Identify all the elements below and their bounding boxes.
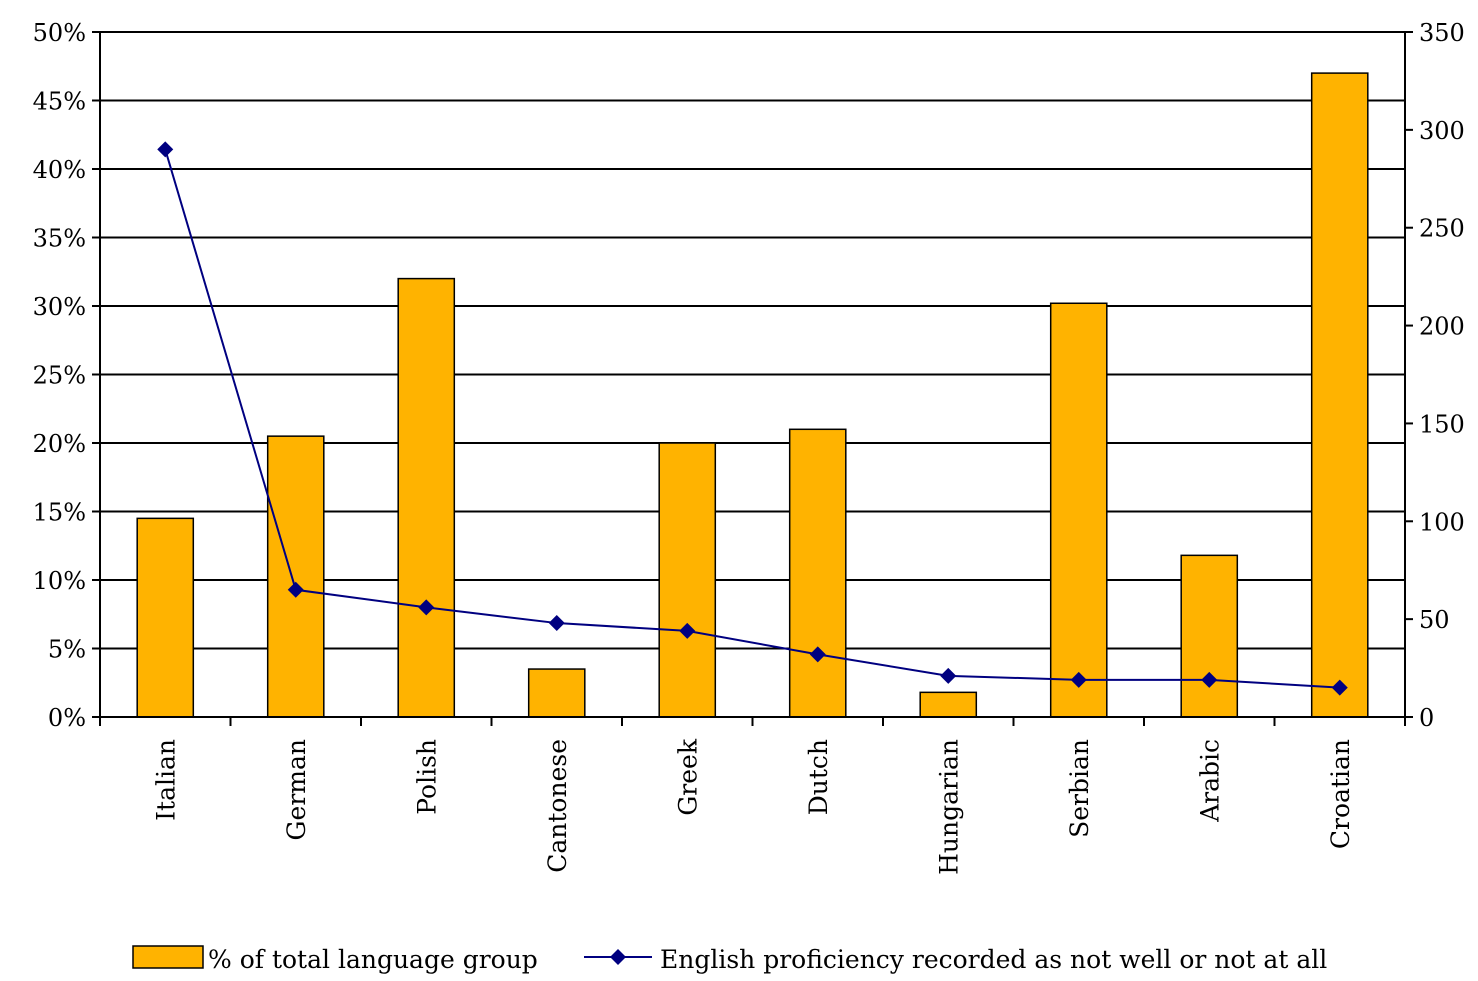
left-tick-label: 5% <box>48 636 86 664</box>
category-label-hungarian: Hungarian <box>934 739 963 875</box>
right-tick-label: 150 <box>1419 410 1465 438</box>
legend-line-label: English proficiency recorded as not well… <box>660 945 1327 974</box>
left-tick-label: 30% <box>33 293 86 321</box>
left-tick-label: 20% <box>33 430 86 458</box>
left-tick-label: 25% <box>33 362 86 390</box>
line-marker-arabic <box>1201 671 1218 688</box>
line-marker-serbian <box>1070 671 1087 688</box>
line-marker-greek <box>679 622 696 639</box>
line-marker-dutch <box>809 646 826 663</box>
axis-labels: 0% 5% 10% 15% 20% 25% 30% 35% 40% 45% 50% 0 50 100 150… <box>33 19 1465 875</box>
right-tick-label: 0 <box>1419 704 1434 732</box>
right-tick-label: 200 <box>1419 313 1465 341</box>
bar-serbian <box>1049 302 1108 718</box>
right-tick-label: 100 <box>1419 508 1465 536</box>
legend: % of total language group English profici… <box>132 945 1327 974</box>
bar-polish <box>397 277 456 718</box>
left-tick-label: 45% <box>33 88 86 116</box>
right-tick-label: 250 <box>1419 215 1465 243</box>
bar-arabic <box>1180 554 1239 718</box>
line-marker-polish <box>418 599 435 616</box>
bar-dutch <box>788 428 847 718</box>
category-label-dutch: Dutch <box>804 739 833 815</box>
category-label-croatian: Croatian <box>1326 739 1355 849</box>
legend-bar-swatch <box>132 945 204 969</box>
left-tick-label: 35% <box>33 225 86 253</box>
left-tick-label: 50% <box>33 19 86 47</box>
line-marker-german <box>287 581 304 598</box>
bar-series <box>136 72 1369 718</box>
bar-italian <box>136 517 195 718</box>
line-marker-croatian <box>1331 679 1348 696</box>
category-label-serbian: Serbian <box>1065 739 1094 838</box>
left-tick-label: 40% <box>33 156 86 184</box>
category-label-polish: Polish <box>412 739 441 815</box>
line-marker-cantonese <box>548 615 565 632</box>
axes <box>92 31 1413 726</box>
proficiency-line <box>164 149 1340 689</box>
left-tick-label: 10% <box>33 567 86 595</box>
category-label-greek: Greek <box>673 738 702 816</box>
category-label-cantonese: Cantonese <box>543 739 572 873</box>
line-series <box>157 141 1348 696</box>
category-label-italian: Italian <box>151 739 180 821</box>
bar-croatian <box>1310 72 1369 718</box>
legend-bar-label: % of total language group <box>208 945 538 974</box>
legend-diamond-icon <box>610 949 626 965</box>
bar-greek <box>658 442 717 718</box>
right-tick-label: 50 <box>1419 606 1450 634</box>
category-label-german: German <box>282 739 311 840</box>
bar-german <box>266 435 325 718</box>
right-tick-label: 300 <box>1419 117 1465 145</box>
left-tick-label: 0% <box>48 704 86 732</box>
line-marker-hungarian <box>940 667 957 684</box>
bar-cantonese <box>527 668 586 718</box>
right-tick-label: 350 <box>1419 19 1465 47</box>
left-tick-label: 15% <box>33 499 86 527</box>
category-label-arabic: Arabic <box>1195 739 1224 823</box>
line-marker-italian <box>157 141 174 158</box>
bar-hungarian <box>919 691 978 718</box>
